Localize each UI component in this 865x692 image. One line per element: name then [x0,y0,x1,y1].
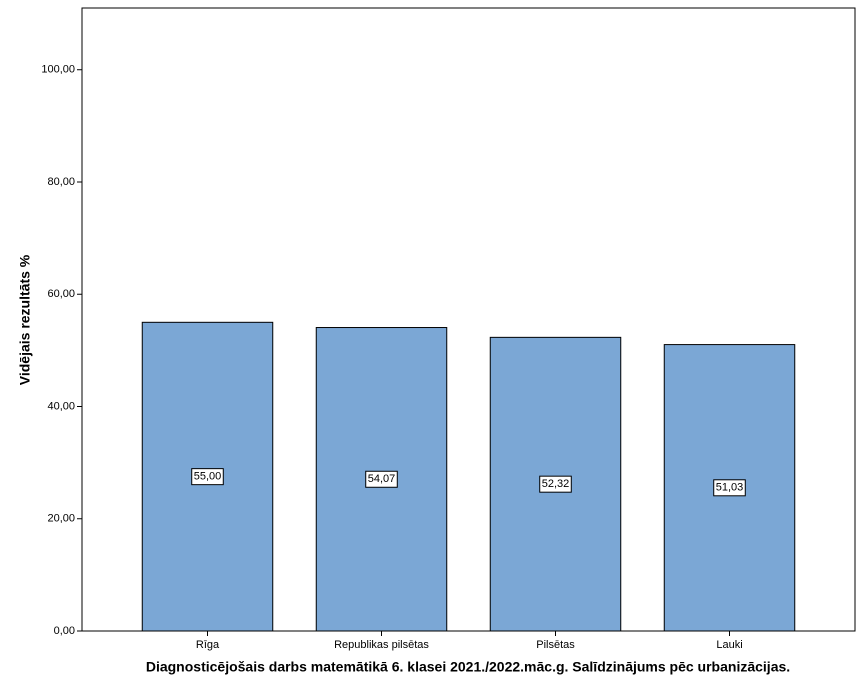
value-label-box [365,470,398,488]
value-label: 51,03 [716,482,744,494]
y-tick-label: 0,00 [54,625,75,637]
y-tick-label: 60,00 [47,288,75,300]
value-label-box [191,468,224,486]
value-label-box [713,479,746,497]
value-label: 55,00 [194,471,222,483]
x-tick-label: Republikas pilsētas [334,639,429,651]
value-label: 54,07 [368,473,396,485]
value-label-box [539,475,572,493]
x-tick-label: Pilsētas [536,639,575,651]
y-tick-label: 100,00 [41,64,75,76]
y-tick-label: 40,00 [47,400,75,412]
x-tick-label: Rīga [196,639,220,651]
y-tick-label: 20,00 [47,513,75,525]
x-tick-label: Lauki [716,639,742,651]
y-tick-label: 80,00 [47,176,75,188]
y-axis-title: Vidējais rezultāts % [17,254,33,385]
value-label: 52,32 [542,478,570,490]
chart-title: Diagnosticējošais darbs matemātikā 6. kl… [146,659,790,675]
